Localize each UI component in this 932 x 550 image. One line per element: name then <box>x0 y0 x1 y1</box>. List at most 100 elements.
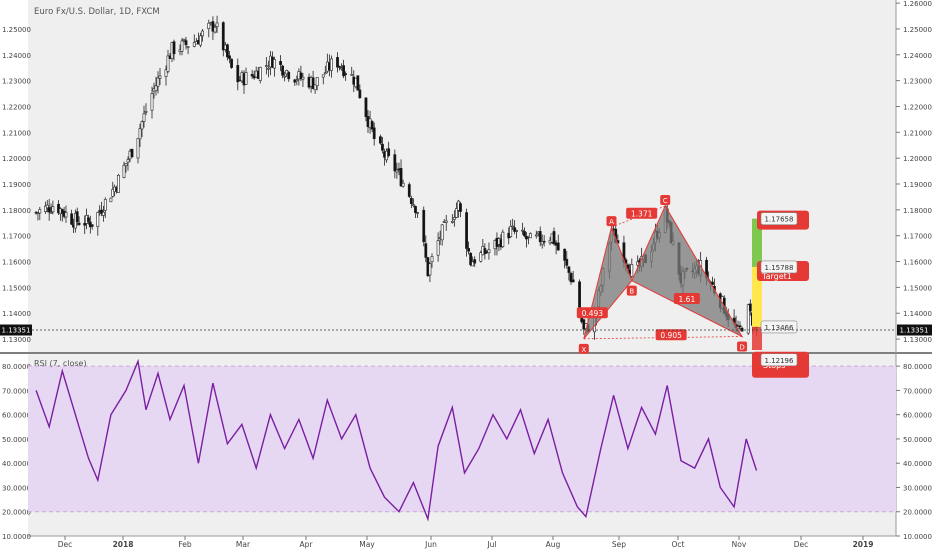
price-tick-label-left: 1.18000 <box>2 207 31 215</box>
candle-down <box>100 209 103 214</box>
chart-title: Euro Fx/U.S. Dollar, 1D, FXCM <box>34 7 160 17</box>
pattern-point-badge <box>737 341 748 352</box>
candle-up <box>428 263 432 276</box>
rsi-tick-label-left: 60.0000 <box>2 412 31 420</box>
target-price-box <box>760 353 798 367</box>
candle-down <box>211 21 215 32</box>
candle-down <box>90 224 94 227</box>
candle-up <box>452 217 456 220</box>
candle-up <box>315 77 319 87</box>
price-tick-label: 1.16000 <box>903 259 932 267</box>
candle-down <box>459 203 462 212</box>
target-zone-profit <box>752 218 762 267</box>
candle-down <box>130 148 134 158</box>
price-tick-label: 1.15000 <box>903 284 932 292</box>
last-price-badge-right: 1.13351 <box>897 324 932 336</box>
candle-up <box>154 85 158 91</box>
candle-down <box>228 55 231 59</box>
price-tick-label: 1.13000 <box>903 336 932 344</box>
candle-up <box>454 208 458 218</box>
candle-down <box>387 148 391 156</box>
candle-down <box>569 273 573 283</box>
candle-down <box>473 259 477 264</box>
candle-up <box>401 182 405 187</box>
price-tick-label: 1.19000 <box>903 181 932 189</box>
candle-down <box>344 73 348 75</box>
price-tick-label-left: 1.24000 <box>2 52 31 60</box>
pattern-point-label: C <box>663 197 668 205</box>
price-tick-label: 1.17000 <box>903 233 932 241</box>
rsi-tick-label-left: 20.0000 <box>2 509 31 517</box>
target-price-label: 1.17658 <box>765 216 794 224</box>
candle-down <box>250 74 254 77</box>
candle-up <box>511 225 515 228</box>
price-tick-label-left: 1.21000 <box>2 129 31 137</box>
pattern-point-badge <box>578 343 589 354</box>
candle-up <box>630 264 634 277</box>
candle-up <box>266 67 270 70</box>
candle-up <box>64 212 68 218</box>
pattern-ratio-label: 0.905 <box>660 331 682 340</box>
candle-up <box>96 212 100 228</box>
rsi-tick-label-left: 10.0000 <box>2 533 31 541</box>
candle-up <box>313 84 317 91</box>
candle-down <box>342 65 346 77</box>
candle-down <box>424 243 428 258</box>
candle-up <box>126 159 130 163</box>
candle-down <box>414 206 417 213</box>
price-tick-label: 1.21000 <box>903 129 932 137</box>
candle-up <box>301 76 305 80</box>
candle-up <box>444 220 448 223</box>
candle-down <box>571 279 575 283</box>
candle-up <box>207 22 211 30</box>
candle-down <box>467 248 471 252</box>
candle-down <box>47 207 51 213</box>
candle-up <box>501 231 505 247</box>
time-tick-label: Dec <box>794 540 809 549</box>
candle-down <box>299 72 303 80</box>
price-tick-label-left: 1.13000 <box>2 336 31 344</box>
price-tick-label-left: 1.17000 <box>2 233 31 241</box>
candle-up <box>412 204 415 207</box>
candle-up <box>283 75 287 78</box>
candle-up <box>164 69 168 77</box>
candle-up <box>534 234 538 237</box>
candle-down <box>381 143 384 151</box>
target-zone-stop <box>752 326 762 350</box>
candle-up <box>450 220 454 223</box>
candle-down <box>563 248 567 261</box>
candle-down <box>738 325 742 327</box>
last-price-right-label: 1.13351 <box>900 327 929 335</box>
time-tick-label: Dec <box>58 540 73 549</box>
rsi-line <box>35 358 758 522</box>
target1-label: Target1 <box>761 272 792 281</box>
time-axis-ticks: Dec 2018 Feb Mar Apr May Jun Jul Aug Sep Oct Nov Dec… <box>58 536 873 549</box>
candle-down <box>407 184 411 197</box>
price-tick-label-left: 1.23000 <box>2 78 31 86</box>
candle-up <box>116 175 120 193</box>
candle-down <box>469 252 473 266</box>
candle-down <box>77 222 81 225</box>
candle-down <box>281 65 285 76</box>
rsi-tick-label-right: 10.0000 <box>903 533 932 541</box>
candle-up <box>244 72 248 85</box>
candle-up <box>38 209 42 214</box>
price-tick-label-left: 1.16000 <box>2 259 31 267</box>
candle-up <box>111 189 115 197</box>
candle-up <box>416 212 419 214</box>
candle-down <box>399 167 403 187</box>
candle-up <box>44 205 47 212</box>
pattern-point-badge <box>606 216 617 227</box>
rsi-tick-label-right: 30.0000 <box>903 484 932 492</box>
candle-down <box>513 227 517 232</box>
candle-up <box>264 65 268 67</box>
candle-up <box>45 204 49 209</box>
time-tick-label: Feb <box>178 540 192 549</box>
candle-up <box>199 35 202 46</box>
price-tick-label: 1.18000 <box>903 207 932 215</box>
candle-up <box>138 128 142 140</box>
target-price-label: 1.15788 <box>765 264 794 272</box>
candle-down <box>172 41 176 55</box>
